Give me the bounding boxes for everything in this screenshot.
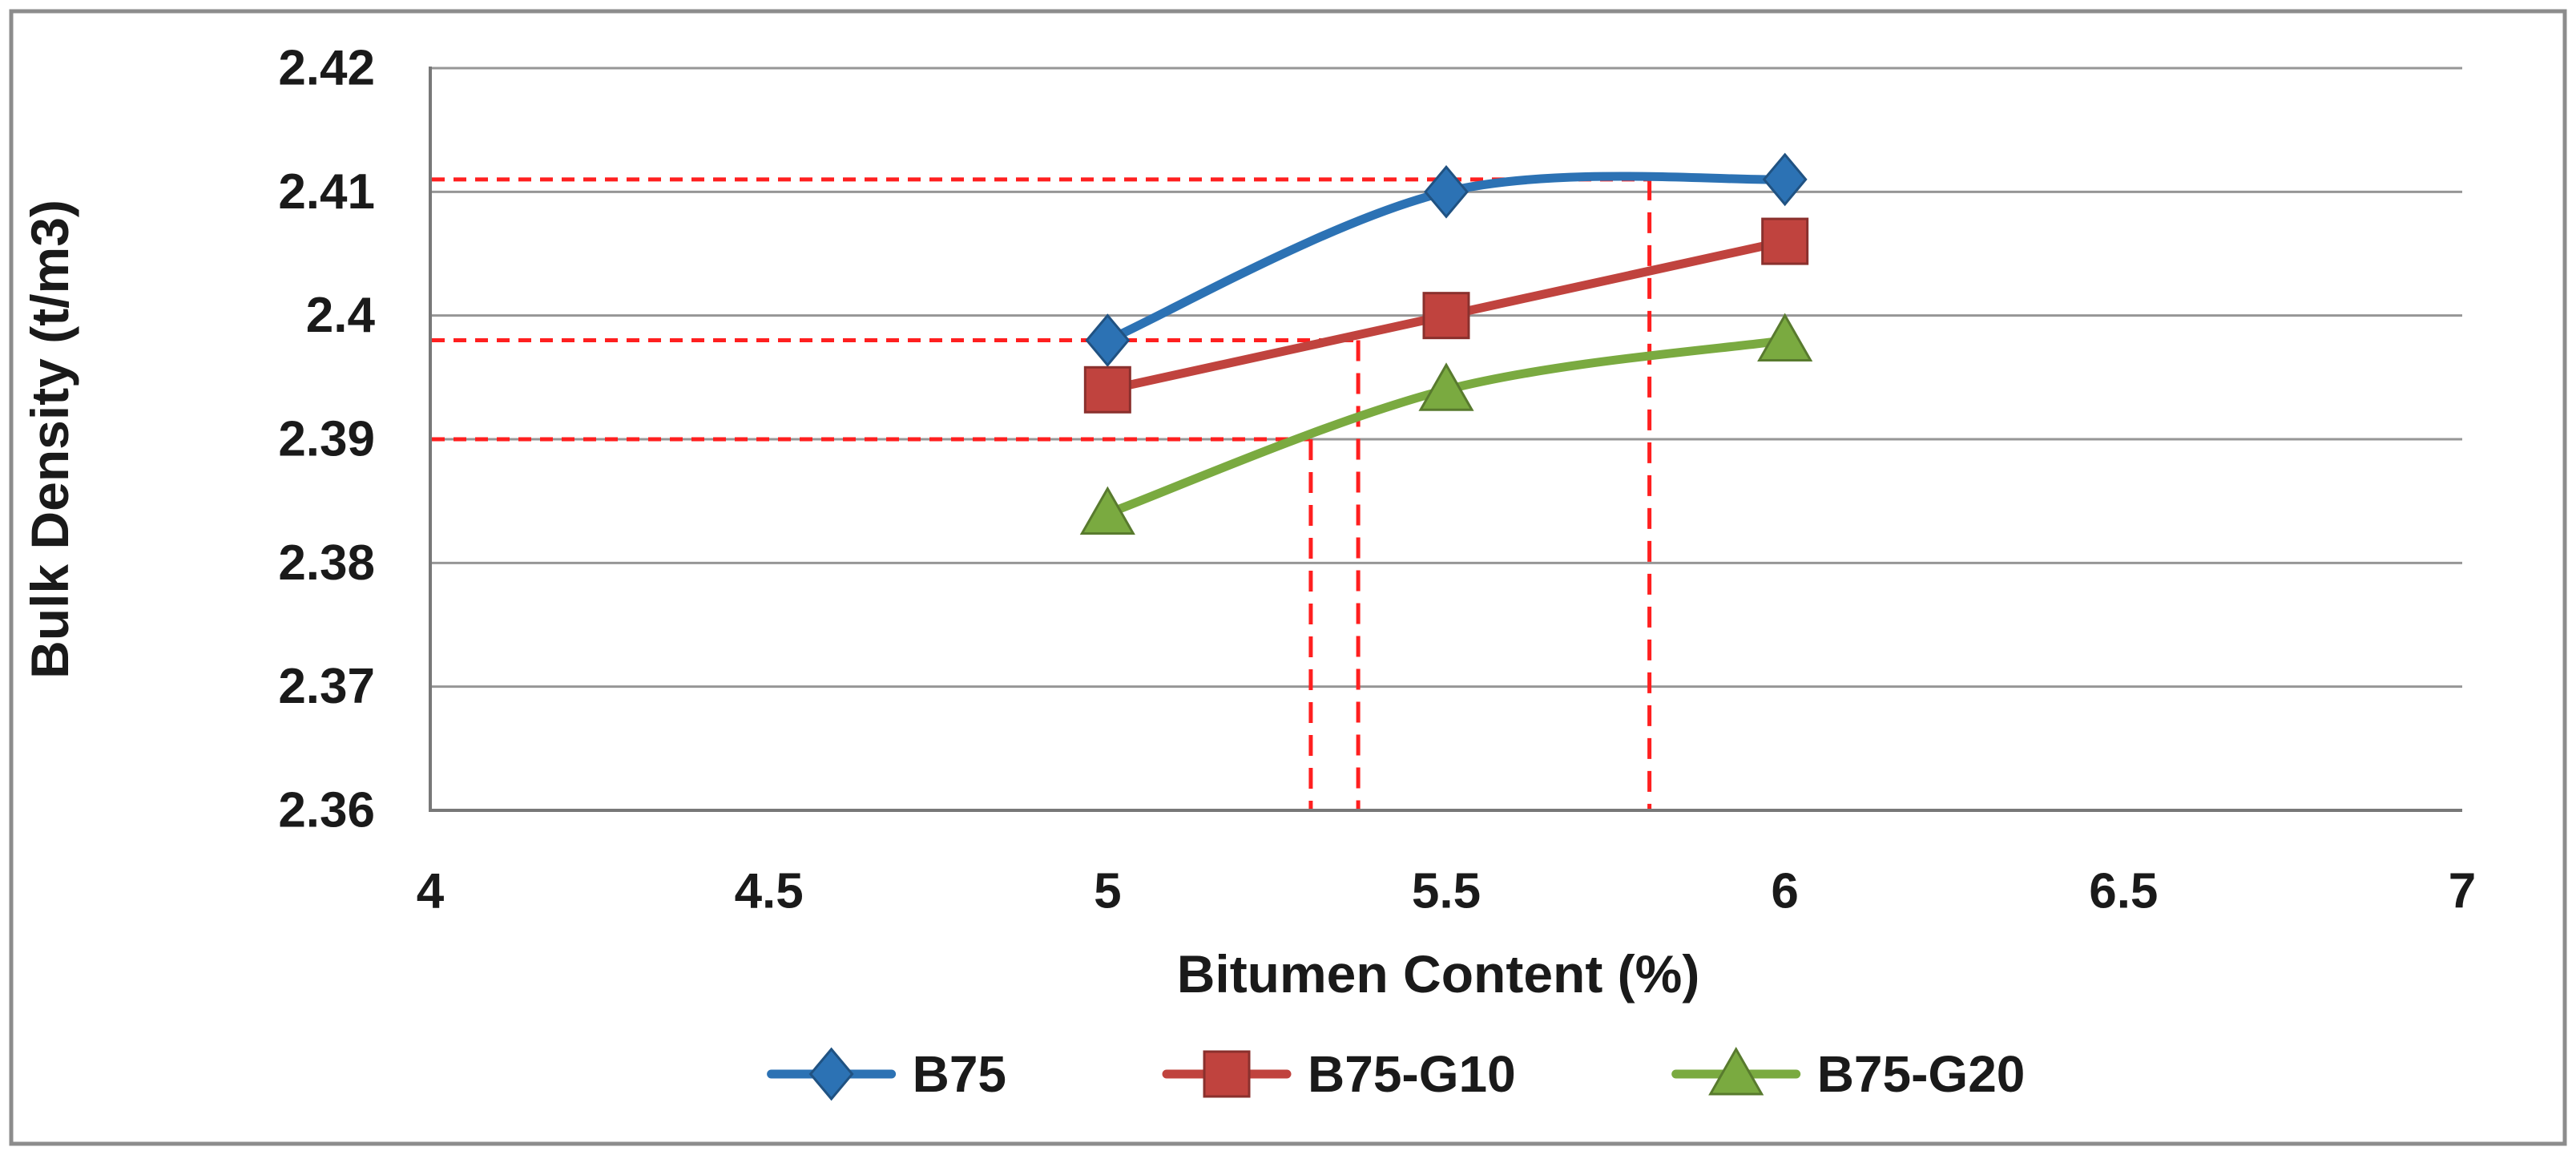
- legend-label-B75-G20: B75-G20: [1817, 1045, 2026, 1103]
- legend-items: B75 B75-G10 B75-G20: [767, 1045, 2026, 1103]
- marker-B75-G20-x5.5: [1418, 362, 1474, 411]
- x-tick-label-6: 6: [1771, 864, 1798, 919]
- x-tick-label-7: 7: [2449, 864, 2476, 919]
- x-tick-label-6.5: 6.5: [2089, 864, 2158, 919]
- y-tick-label-2.37: 2.37: [278, 659, 375, 714]
- legend-item-B75: B75: [767, 1045, 1006, 1103]
- chart-frame-border: [9, 9, 2567, 1146]
- x-axis-title: Bitumen Content (%): [1177, 944, 1700, 1004]
- legend-item-B75-G10: B75-G10: [1162, 1045, 1516, 1103]
- legend-item-B75-G20: B75-G20: [1671, 1045, 2026, 1103]
- y-tick-label-2.4: 2.4: [306, 288, 376, 343]
- x-tick-label-5.5: 5.5: [1412, 864, 1481, 919]
- legend-label-B75-G10: B75-G10: [1308, 1045, 1516, 1103]
- marker-B75-x6: [1762, 152, 1808, 207]
- y-tick-label-2.39: 2.39: [278, 412, 375, 467]
- y-tick-label-2.42: 2.42: [278, 41, 375, 96]
- legend: B75 B75-G10 B75-G20: [767, 1045, 2026, 1103]
- axis-tick-labels: 2.36 2.37 2.38 2.39 2.4 2.41 2.42 4 4.5 5 5.5 6 6.5 7: [278, 41, 2476, 919]
- y-tick-label-2.41: 2.41: [278, 164, 375, 220]
- marker-B75-x5.5: [1424, 164, 1469, 219]
- x-tick-label-4: 4: [417, 864, 445, 919]
- y-axis-title: Bulk Density (t/m3): [20, 200, 79, 679]
- marker-B75-G10-x5: [1083, 365, 1131, 414]
- optimum-guide-lines: [432, 177, 1652, 810]
- legend-marker-B75-G10: [1203, 1050, 1251, 1098]
- y-tick-label-2.38: 2.38: [278, 535, 375, 591]
- legend-marker-B75-G20: [1708, 1046, 1764, 1096]
- data-series: [1079, 152, 1813, 535]
- legend-marker-B75: [808, 1047, 854, 1101]
- marker-B75-G20-x6: [1757, 313, 1813, 362]
- marker-B75-x5: [1085, 313, 1131, 367]
- y-tick-label-2.36: 2.36: [278, 783, 375, 838]
- x-tick-label-5: 5: [1094, 864, 1121, 919]
- marker-B75-G10-x5.5: [1422, 292, 1470, 340]
- marker-B75-G20-x5: [1079, 486, 1135, 535]
- x-tick-label-4.5: 4.5: [735, 864, 804, 919]
- legend-label-B75: B75: [913, 1045, 1006, 1103]
- marker-B75-G10-x6: [1761, 217, 1809, 265]
- axis-lines: [429, 67, 2462, 812]
